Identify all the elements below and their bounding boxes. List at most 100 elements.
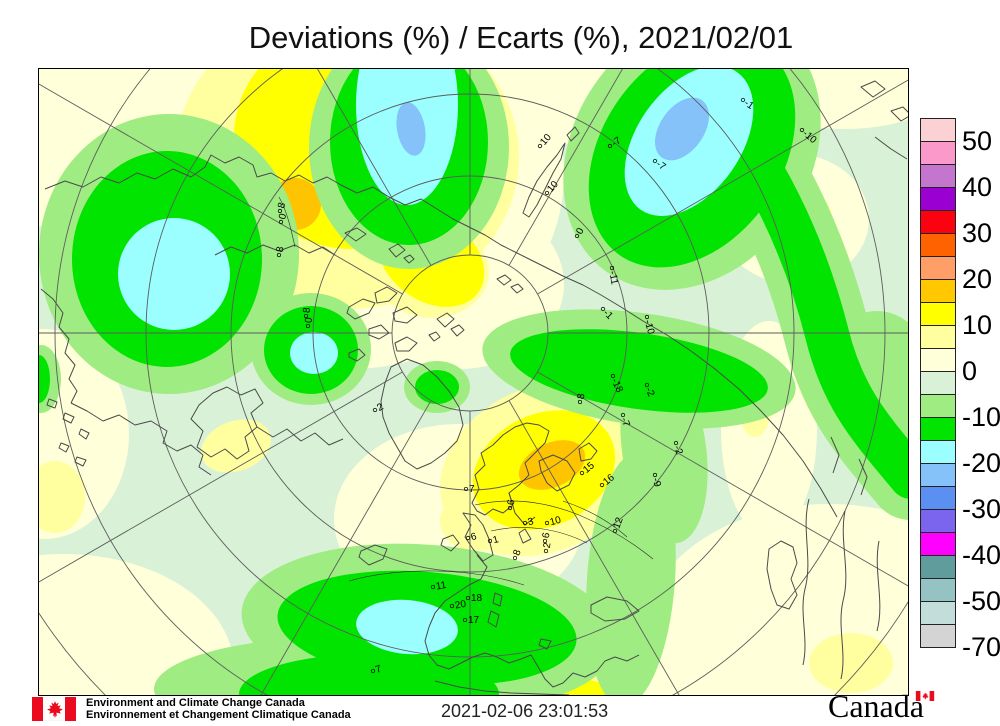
legend-tick-label: 30 (962, 218, 993, 248)
canada-wordmark-text: Canada (828, 688, 924, 724)
legend-tick-label: -10 (962, 402, 1000, 432)
contour-label: 0 (574, 226, 587, 239)
svg-text:1: 1 (492, 534, 501, 546)
contour-label: -2 (671, 440, 685, 457)
svg-text:12: 12 (612, 516, 626, 531)
agency-name-fr: Environnement et Changement Climatique C… (86, 709, 351, 721)
legend-color-box (920, 394, 956, 418)
contour-label: 12 (612, 516, 626, 534)
graticule-lines (39, 69, 908, 695)
legend-tick-label: -20 (962, 448, 1000, 478)
legend-tick-label: -50 (962, 586, 1000, 616)
svg-text:8: 8 (301, 307, 312, 314)
svg-text:10: 10 (549, 515, 563, 529)
contour-label: 6 (541, 531, 553, 544)
legend-color-box (920, 164, 956, 188)
legend-tick-label: 20 (962, 264, 993, 294)
legend-tick-label: 40 (962, 172, 993, 202)
svg-text:0: 0 (574, 226, 587, 237)
contour-label: 2 (372, 401, 386, 414)
map-frame: 8 0 8 8 0 10 10 0 -7 -7 -1 -10 -11 -1 -10 -18 -2 -7 -2 8 15 1… (38, 68, 909, 696)
svg-text:20: 20 (454, 599, 467, 612)
contour-label: 8 (276, 201, 288, 214)
contour-label: -9 (650, 472, 663, 489)
legend-color-box (920, 118, 956, 142)
legend-color-box (920, 440, 956, 464)
page-title: Deviations (%) / Ecarts (%), 2021/02/01 (248, 20, 794, 55)
legend-color-box (920, 256, 956, 280)
svg-text:-2: -2 (671, 444, 685, 457)
legend-color-box (920, 624, 956, 648)
canada-flag-icon (32, 697, 76, 721)
svg-text:3: 3 (527, 516, 536, 528)
svg-text:11: 11 (435, 580, 448, 593)
contour-label: 8 (512, 548, 524, 561)
contour-label: 20 (449, 599, 467, 612)
svg-text:7: 7 (469, 484, 475, 495)
legend-tick-label: -70 (962, 632, 1000, 662)
generation-timestamp: 2021-02-06 23:01:53 (441, 701, 609, 721)
legend-tick-label: -40 (962, 540, 1000, 570)
svg-text:-11: -11 (606, 270, 619, 286)
legend-tick-label: 0 (962, 356, 978, 386)
contour-label: 0 (303, 317, 315, 329)
svg-text:-10: -10 (642, 319, 656, 336)
legend-color-box (920, 325, 956, 349)
svg-text:2: 2 (542, 541, 554, 549)
svg-text:-9: -9 (650, 477, 663, 489)
agency-name-en: Environment and Climate Change Canada (86, 697, 305, 709)
svg-text:6: 6 (470, 531, 479, 543)
legend-color-box (920, 463, 956, 487)
svg-text:7: 7 (374, 663, 383, 675)
legend-tick-label: 10 (962, 310, 993, 340)
contour-isolines (278, 196, 654, 586)
svg-text:0: 0 (277, 212, 289, 221)
legend-color-box (920, 279, 956, 303)
contour-label: 11 (430, 580, 448, 593)
contour-label: 18 (465, 593, 483, 604)
legend-color-box (920, 302, 956, 326)
contour-label: 6 (465, 531, 479, 543)
svg-text:8: 8 (576, 392, 588, 400)
legend-color-box (920, 210, 956, 234)
svg-text:8: 8 (275, 245, 287, 253)
color-scale-legend (920, 118, 956, 648)
contour-label: 0 (277, 212, 289, 225)
svg-text:2: 2 (375, 401, 386, 414)
contour-label: -10 (642, 314, 656, 336)
legend-color-box (920, 348, 956, 372)
contour-label: 8 (275, 245, 287, 258)
legend-color-box (920, 141, 956, 165)
legend-color-box (920, 371, 956, 395)
svg-text:-7: -7 (618, 416, 632, 429)
contour-label: -7 (618, 412, 632, 429)
legend-color-box (920, 532, 956, 556)
legend-color-box (920, 417, 956, 441)
svg-text:18: 18 (471, 593, 483, 604)
contour-fill-blue (396, 97, 709, 161)
contour-label: -11 (606, 265, 620, 286)
legend-color-box (920, 601, 956, 625)
svg-text:8: 8 (276, 201, 288, 210)
legend-color-box (920, 187, 956, 211)
legend-color-box (920, 486, 956, 510)
contour-label: 17 (462, 615, 480, 626)
svg-text:0: 0 (303, 317, 314, 324)
contour-label: 2 (542, 541, 554, 554)
canada-wordmark-flag-icon (915, 691, 935, 701)
legend-color-box (920, 578, 956, 602)
contour-label: 8 (301, 307, 313, 319)
agency-signature: Environment and Climate Change Canada En… (86, 697, 351, 721)
svg-text:17: 17 (468, 615, 480, 626)
contour-label: 7 (463, 484, 475, 495)
legend-tick-label: 50 (962, 126, 993, 156)
coastlines (40, 80, 908, 695)
contour-label: 1 (487, 534, 501, 546)
legend-color-box (920, 555, 956, 579)
svg-text:8: 8 (512, 548, 524, 557)
contour-label: 8 (576, 392, 588, 405)
contour-label: 7 (370, 663, 384, 676)
contour-label: 10 (544, 515, 563, 529)
contour-label: 6 (506, 498, 518, 511)
